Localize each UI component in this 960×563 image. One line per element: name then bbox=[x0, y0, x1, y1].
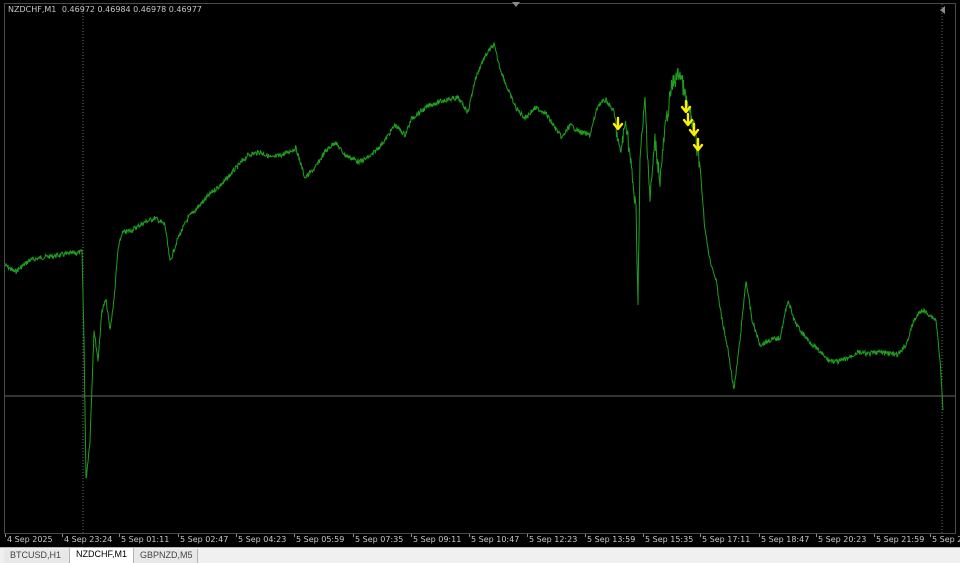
tab-label: BTCUSD,H1 bbox=[10, 550, 62, 560]
chart-scroll-marker-icon[interactable] bbox=[512, 2, 520, 7]
time-axis-tick bbox=[119, 534, 120, 537]
tab-label: NZDCHF,M1 bbox=[76, 549, 127, 559]
time-axis-label: 5 Sep 04:23 bbox=[238, 535, 287, 544]
sell-signal-arrow-icon[interactable] bbox=[682, 112, 694, 127]
time-axis-label: 5 Sep 15:35 bbox=[645, 535, 694, 544]
tab-label: GBPNZD,M5 bbox=[140, 550, 193, 560]
time-axis-label: 4 Sep 23:24 bbox=[64, 535, 113, 544]
time-axis-label: 5 Sep 13:59 bbox=[587, 535, 636, 544]
tab-gbpnzd-m5[interactable]: GBPNZD,M5 bbox=[134, 549, 198, 563]
sell-signal-arrow-icon[interactable] bbox=[680, 99, 692, 114]
time-axis-tick bbox=[874, 534, 875, 537]
time-axis-tick bbox=[816, 534, 817, 537]
time-axis-tick bbox=[236, 534, 237, 537]
price-chart[interactable] bbox=[0, 0, 960, 534]
time-axis-tick bbox=[353, 534, 354, 537]
time-axis-label: 5 Sep 02:47 bbox=[180, 535, 229, 544]
time-axis-tick bbox=[178, 534, 179, 537]
time-axis-label: 5 Sep 20:23 bbox=[818, 535, 867, 544]
time-axis-label: 5 Sep 05:59 bbox=[296, 535, 345, 544]
symbol-label: NZDCHF,M1 bbox=[8, 5, 57, 14]
time-axis-tick bbox=[469, 534, 470, 537]
chart-shift-marker-icon[interactable] bbox=[940, 6, 945, 14]
time-axis-label: 5 Sep 18:47 bbox=[761, 535, 810, 544]
time-axis-label: 5 Sep 23: bbox=[932, 535, 960, 544]
time-axis-tick bbox=[5, 534, 6, 537]
time-axis-tick bbox=[930, 534, 931, 537]
sell-signal-arrow-icon[interactable] bbox=[692, 137, 704, 152]
time-axis-label: 4 Sep 2025 bbox=[7, 535, 53, 544]
time-axis-tick bbox=[411, 534, 412, 537]
time-axis-label: 5 Sep 07:35 bbox=[355, 535, 404, 544]
time-axis-tick bbox=[585, 534, 586, 537]
time-axis-label: 5 Sep 17:11 bbox=[702, 535, 751, 544]
time-axis-tick bbox=[294, 534, 295, 537]
tab-nzdchf-m1[interactable]: NZDCHF,M1 bbox=[69, 548, 134, 563]
time-axis-tick bbox=[527, 534, 528, 537]
time-axis-tick bbox=[700, 534, 701, 537]
time-axis-tick bbox=[759, 534, 760, 537]
tab-btcusd-h1[interactable]: BTCUSD,H1 bbox=[4, 549, 70, 563]
price-series-line bbox=[4, 41, 944, 479]
time-axis-tick bbox=[62, 534, 63, 537]
sell-signal-arrow-icon[interactable] bbox=[612, 116, 624, 131]
time-axis: 4 Sep 2025 4 Sep 23:24 5 Sep 01:11 5 Sep 02… bbox=[0, 534, 960, 547]
time-axis-label: 5 Sep 21:59 bbox=[876, 535, 925, 544]
ohlc-values: 0.46972 0.46984 0.46978 0.46977 bbox=[61, 5, 202, 14]
time-axis-label: 5 Sep 12:23 bbox=[529, 535, 578, 544]
time-axis-label: 5 Sep 01:11 bbox=[121, 535, 170, 544]
chart-area[interactable] bbox=[4, 3, 956, 534]
symbol-info: NZDCHF,M1 0.46972 0.46984 0.46978 0.4697… bbox=[8, 5, 202, 14]
time-axis-label: 5 Sep 09:11 bbox=[413, 535, 462, 544]
time-axis-label: 5 Sep 10:47 bbox=[471, 535, 520, 544]
time-axis-tick bbox=[643, 534, 644, 537]
sell-signal-arrow-icon[interactable] bbox=[688, 122, 700, 137]
chart-tab-bar: BTCUSD,H1 NZDCHF,M1 GBPNZD,M5 bbox=[0, 547, 960, 563]
